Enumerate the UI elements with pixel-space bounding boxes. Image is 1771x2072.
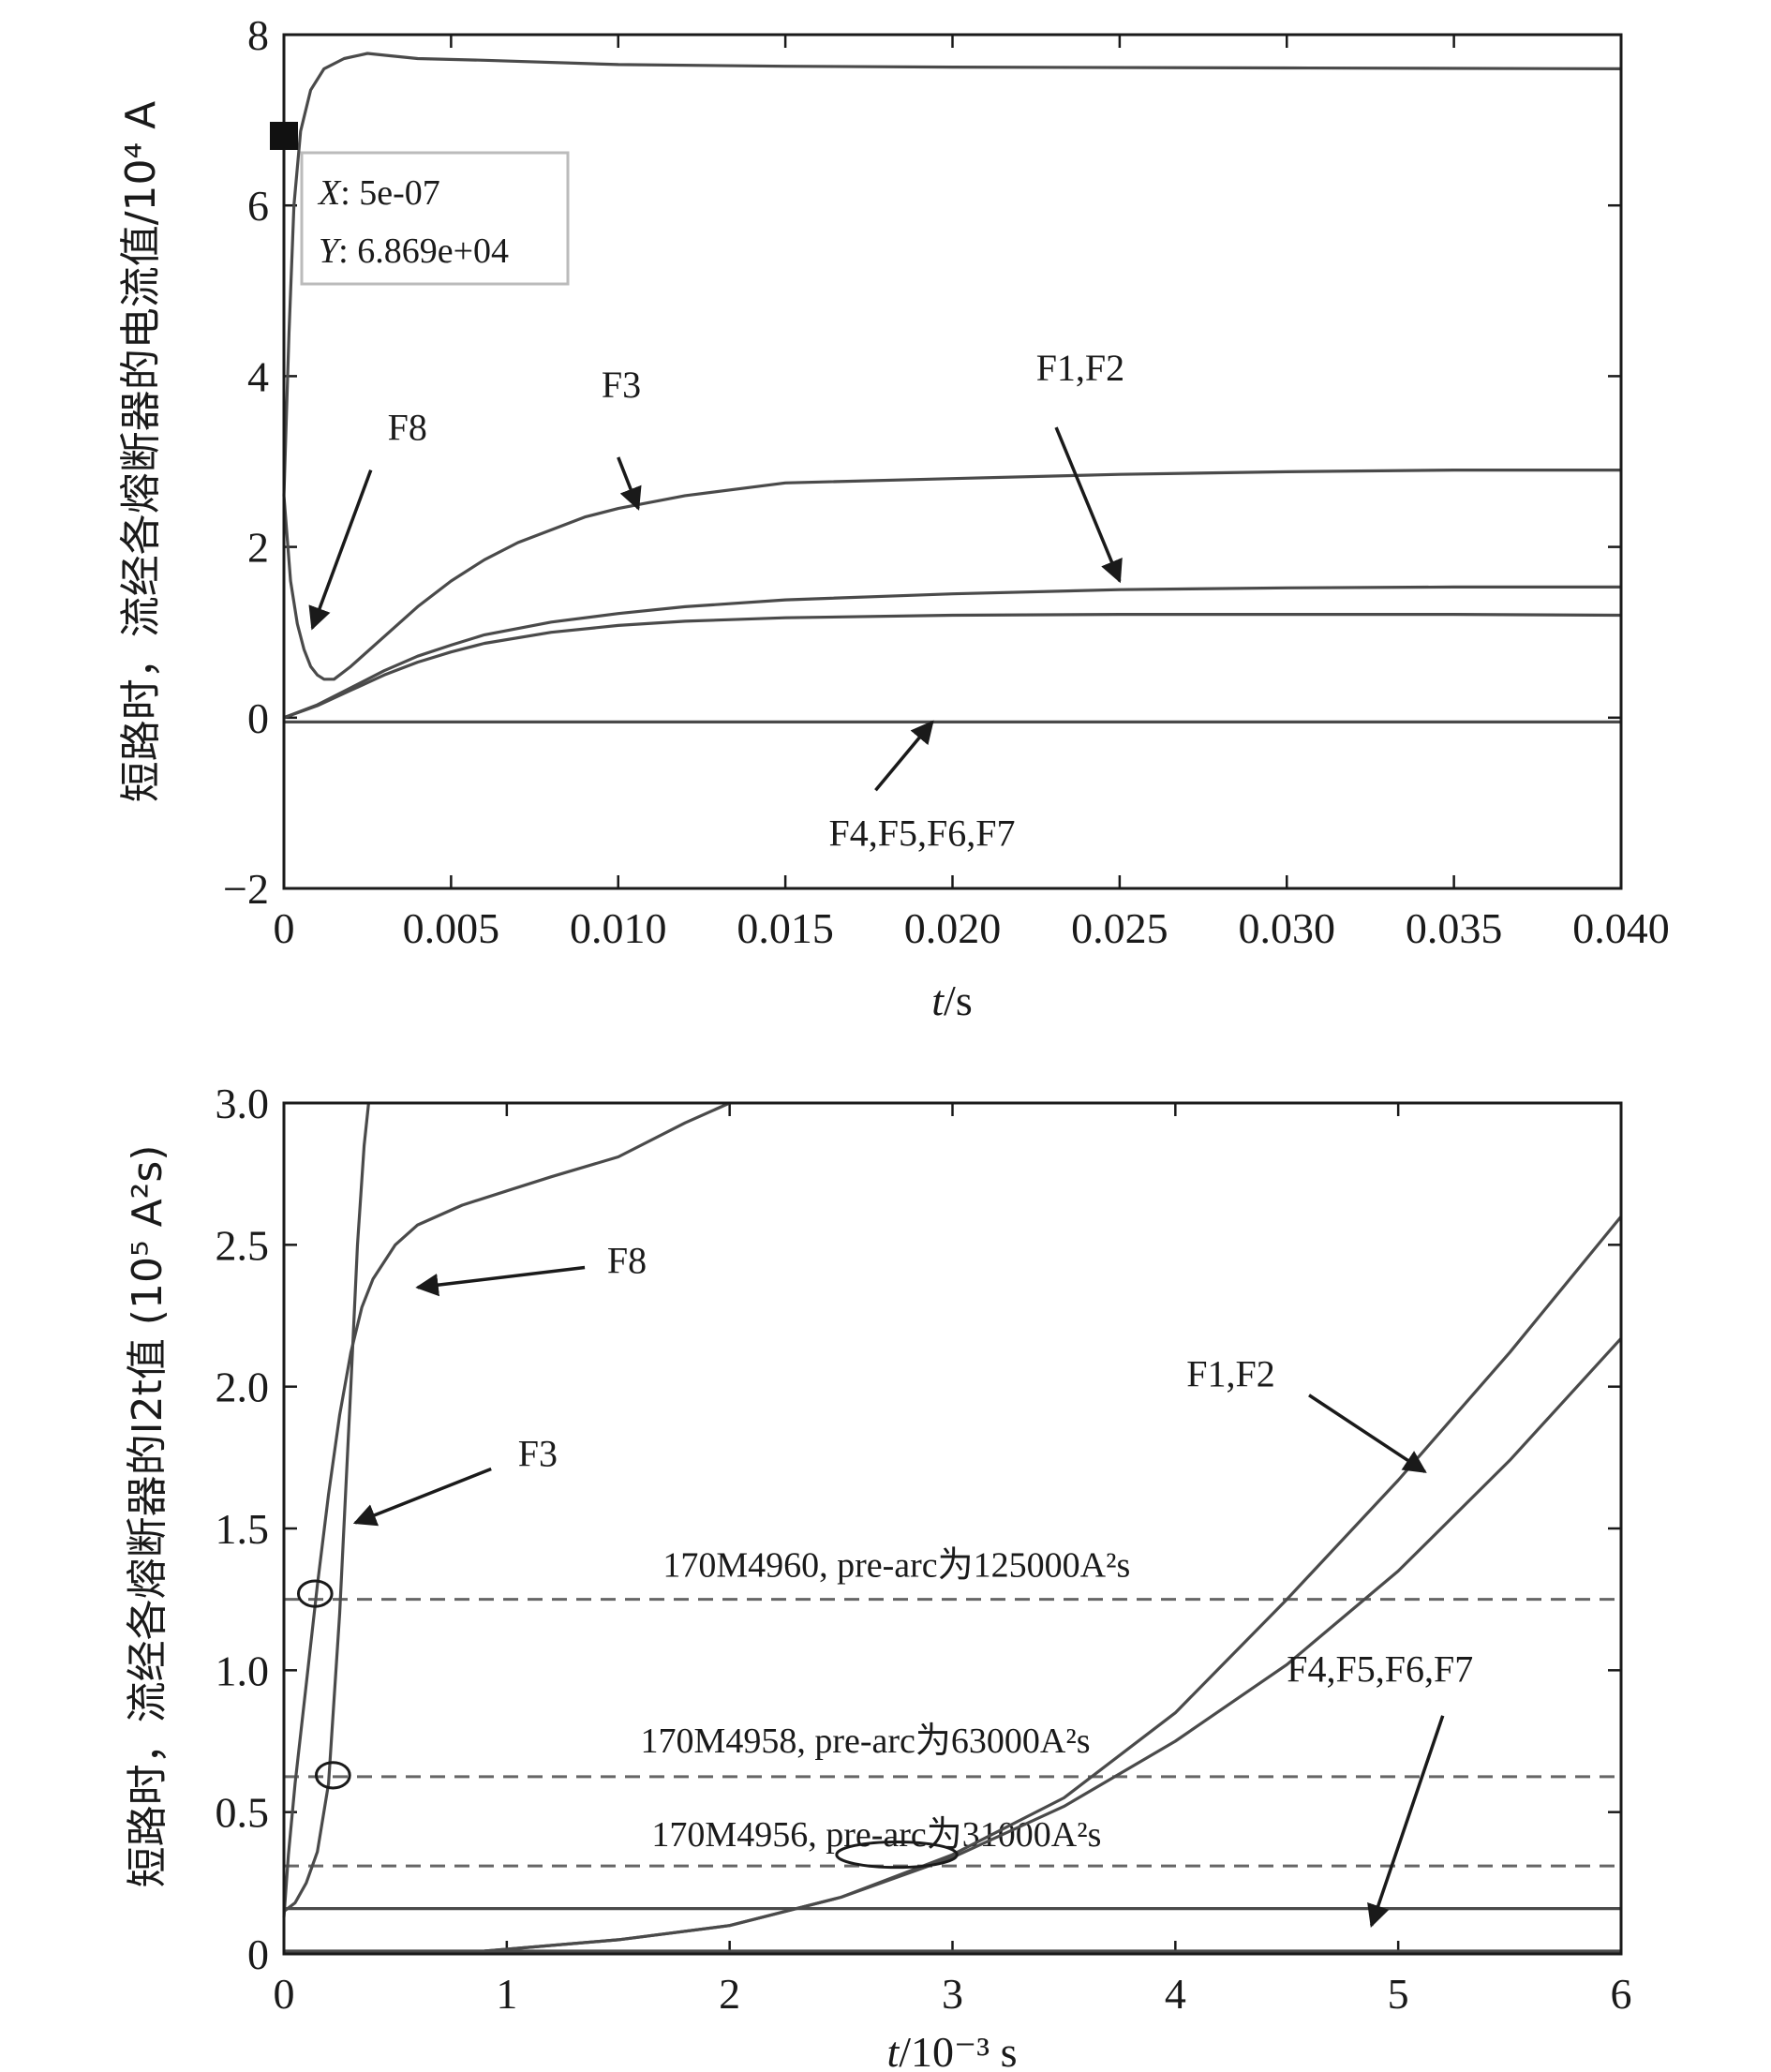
- series-f8: [282, 1101, 731, 1917]
- y-axis-label: 短路时，流经各熔断器的I2t值 (10⁵ A²s): [124, 1145, 171, 1888]
- x-tick-label: 4: [1165, 1970, 1186, 2018]
- x-axis-label: t/10⁻³ s: [886, 2028, 1017, 2072]
- label-f8: F8: [388, 407, 427, 449]
- pre-arc-label: 170M4958, pre-arc为63000A²s: [641, 1722, 1091, 1761]
- series-f4-f5-f6-f7: [484, 1337, 1623, 1953]
- arrow-f3: [617, 456, 642, 511]
- label-f4-f5-f6-f7: F4,F5,F6,F7: [1287, 1647, 1473, 1690]
- chart-i2t: 170M4960, pre-arc为125000A²s 170M4958, pre…: [124, 1080, 1632, 2072]
- y-tick-label: 3.0: [216, 1080, 270, 1127]
- x-tick-label: 0: [274, 904, 295, 952]
- datatip-y: Y: 6.869e+04: [319, 231, 509, 271]
- label-f3: F3: [602, 364, 641, 406]
- series-f1-f2: [283, 585, 1621, 720]
- series-top: [282, 52, 1622, 496]
- arrow-f8: [415, 1265, 586, 1297]
- series-group: [282, 1101, 1623, 1953]
- x-tick-labels: 0 1 2 3 4 5 6: [274, 1970, 1632, 2018]
- pre-arc-lines: 170M4960, pre-arc为125000A²s 170M4958, pre…: [284, 1545, 1621, 1868]
- arrow-f4-f5-f6-f7: [1367, 1715, 1445, 1929]
- y-tick-labels: 0 0.5 1.0 1.5 2.0 2.5 3.0: [216, 1080, 270, 1978]
- x-tick-label: 5: [1388, 1970, 1409, 2018]
- series-group: [282, 52, 1622, 724]
- x-tick-label: 0.040: [1572, 904, 1670, 952]
- plot-frame: [282, 1101, 1623, 1956]
- x-axis-label: t/s: [931, 976, 972, 1024]
- y-tick-label: −2: [223, 865, 269, 913]
- chart-current: 0 0.005 0.010 0.015 0.020 0.025 0.030 0.035 0.04…: [117, 11, 1670, 1024]
- x-tick-label: 0.005: [403, 904, 500, 952]
- annotations: F8 F3 F1,F2 F4,F5,F6,F7: [308, 347, 1125, 854]
- label-f3: F3: [518, 1432, 558, 1474]
- x-tick-label: 0.025: [1071, 904, 1168, 952]
- y-tick-labels: −2 0 2 4 6 8: [223, 11, 269, 913]
- datatip-marker[interactable]: [270, 122, 298, 150]
- x-tick-label: 0.020: [904, 904, 1002, 952]
- x-tick-label: 3: [942, 1970, 963, 2018]
- intersection-markers: [296, 1579, 959, 1870]
- pre-arc-label: 170M4960, pre-arc为125000A²s: [662, 1545, 1130, 1585]
- annotations: F8 F3 F1,F2 F4,F5,F6,F7: [352, 1240, 1473, 1929]
- intersection-circle: [296, 1579, 334, 1608]
- pre-arc-label: 170M4956, pre-arc为31000A²s: [651, 1815, 1101, 1855]
- datatip[interactable]: X: 5e-07 Y: 6.869e+04: [270, 122, 570, 286]
- x-tick-label: 0.015: [737, 904, 834, 952]
- y-tick-label: 6: [247, 182, 269, 230]
- label-f1-f2: F1,F2: [1186, 1353, 1275, 1395]
- arrow-f1-f2: [1054, 426, 1123, 584]
- plot-frame: [282, 33, 1623, 890]
- datatip-x: X: 5e-07: [317, 173, 440, 213]
- series-f3: [283, 612, 1622, 720]
- arrow-f8: [308, 470, 373, 631]
- y-tick-label: 0: [247, 694, 269, 742]
- arrow-f4-f5-f6-f7: [874, 720, 934, 792]
- x-tick-label: 0.010: [570, 904, 667, 952]
- y-tick-label: 2: [247, 524, 269, 572]
- datatip-box: [300, 151, 570, 286]
- y-tick-label: 4: [247, 352, 269, 400]
- y-tick-label: 1.0: [216, 1647, 270, 1694]
- y-tick-label: 2.5: [216, 1221, 270, 1269]
- x-tick-label: 0.035: [1406, 904, 1503, 952]
- arrow-f1-f2: [1308, 1394, 1427, 1473]
- label-f1-f2: F1,F2: [1036, 347, 1125, 389]
- intersection-circle: [314, 1761, 351, 1790]
- x-tick-labels: 0 0.005 0.010 0.015 0.020 0.025 0.030 0.035 0.04…: [274, 904, 1670, 952]
- label-f4-f5-f6-f7: F4,F5,F6,F7: [829, 812, 1016, 854]
- series-f8: [282, 469, 1621, 681]
- x-tick-label: 0: [274, 1970, 295, 2018]
- x-tick-label: 2: [719, 1970, 740, 2018]
- y-tick-label: 2.0: [216, 1364, 270, 1411]
- y-tick-label: 0.5: [216, 1789, 270, 1837]
- y-tick-label: 8: [247, 11, 269, 59]
- x-tick-label: 1: [496, 1970, 517, 2018]
- y-tick-label: 0: [247, 1930, 269, 1978]
- intersection-circle: [835, 1840, 959, 1870]
- x-tick-label: 6: [1611, 1970, 1632, 2018]
- arrow-f3: [352, 1467, 492, 1527]
- x-tick-label: 0.030: [1239, 904, 1336, 952]
- y-tick-label: 1.5: [216, 1505, 270, 1553]
- y-axis-label: 短路时，流经各熔断器的电流值/10⁴ A: [117, 101, 165, 803]
- series-f3: [283, 1102, 370, 1913]
- label-f8: F8: [607, 1240, 647, 1282]
